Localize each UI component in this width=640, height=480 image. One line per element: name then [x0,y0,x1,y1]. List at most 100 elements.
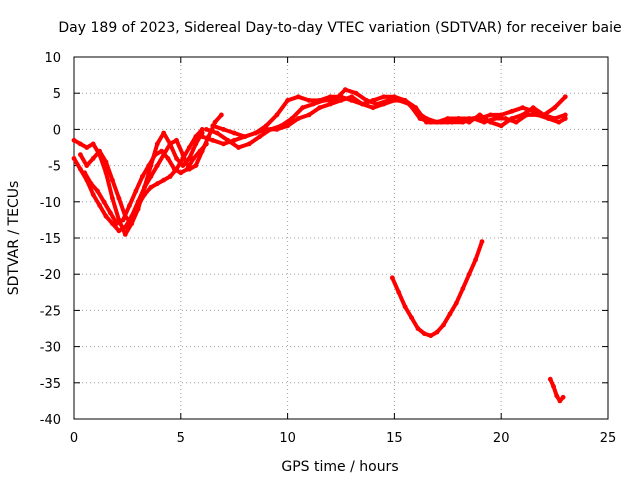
x-tick-label: 0 [70,431,78,446]
axis-ticks [73,56,609,420]
data-point [221,126,226,132]
data-point [556,119,562,125]
data-point [263,126,269,132]
data-point [184,166,190,172]
y-axis-label: SDTVAR / TECUs [6,181,22,296]
data-point [140,174,145,179]
data-point [253,130,258,136]
data-point [103,159,109,165]
data-point [274,112,280,118]
data-point [116,195,122,201]
data-point [210,123,216,129]
data-point [172,166,177,172]
x-tick-label: 25 [600,431,617,446]
data-point [402,304,408,310]
data-point [180,152,186,158]
data-point [225,137,231,143]
data-point [547,376,553,382]
data-point [78,152,83,158]
data-point [285,123,290,129]
data-point [127,203,132,208]
data-point [392,94,397,100]
data-point [116,228,122,234]
data-point [257,134,263,140]
data-point [551,384,556,389]
data-point [409,315,414,320]
data-point [441,322,446,328]
data-point [212,119,218,125]
data-point [428,333,434,339]
data-point [402,98,408,103]
data-point [342,87,348,92]
data-point [242,134,248,140]
data-point [509,108,515,114]
data-point [90,156,96,161]
data-point [135,206,141,212]
data-point [520,105,525,111]
data-point [317,105,322,111]
data-point [84,163,90,169]
data-point [221,141,226,147]
data-point [71,137,77,143]
data-point [90,192,96,198]
data-point [473,257,478,263]
chart-title: Day 189 of 2023, Sidereal Day-to-day VTE… [58,20,621,36]
data-point [509,116,515,121]
data-point [488,112,493,118]
data-point [560,394,566,400]
data-point [541,112,547,118]
y-tick-label: 10 [44,51,61,66]
data-point [97,148,102,154]
data-point [110,221,115,226]
x-tick-label: 15 [386,431,403,446]
y-tick-label: 5 [53,87,61,102]
y-tick-label: -20 [40,268,61,283]
x-tick-labels: 0 5 10 15 20 25 [70,431,616,446]
data-point [204,141,209,147]
data-point [447,311,453,317]
data-point [114,221,120,226]
data-point [210,137,216,143]
data-point [413,105,419,111]
data-point [110,177,115,183]
data-point [466,119,472,125]
data-point [161,130,167,136]
data-point [477,112,483,118]
data-point [453,300,459,306]
data-point [236,145,241,150]
data-point [167,174,173,179]
data-point [456,116,461,121]
y-tick-label: -10 [40,196,61,211]
data-point [498,112,504,118]
y-tick-label: -5 [48,160,61,175]
data-point [110,195,115,201]
data-point [381,101,387,107]
data-point [396,289,402,295]
data-point [71,156,77,161]
data-point [424,119,429,125]
data-point [161,177,167,183]
data-point [338,98,344,103]
data-point [306,98,312,103]
data-point [530,105,536,111]
data-point [381,94,387,100]
data-point [122,232,128,237]
data-point [231,130,237,136]
data-point [186,145,192,150]
data-point [78,141,83,147]
y-tick-labels: -40 -35 -30 -25 -20 -15 -10 -5 0 5 10 [40,51,61,428]
series-line-track-7 [210,94,568,139]
data-point [101,199,107,205]
data-point [445,116,451,121]
data-point [199,126,205,132]
data-point [180,163,186,169]
data-point [82,170,88,176]
data-point [488,119,493,125]
data-point [552,105,557,111]
data-point [552,116,557,121]
y-tick-label: 0 [53,123,61,138]
data-point [421,331,427,336]
data-point [513,119,519,125]
data-point [263,123,269,129]
